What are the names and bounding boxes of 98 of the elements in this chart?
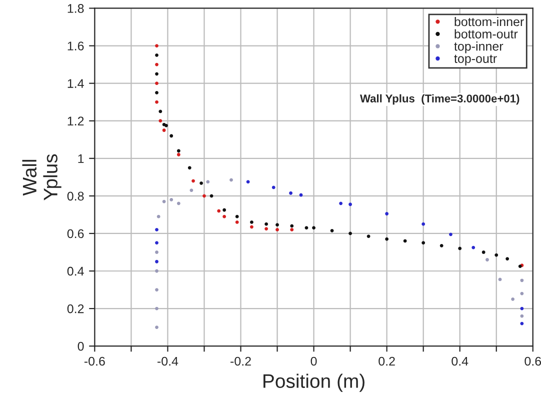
point — [155, 228, 158, 232]
point — [176, 152, 180, 156]
point — [520, 322, 524, 326]
point — [235, 220, 239, 224]
point — [200, 181, 204, 185]
point — [155, 288, 158, 292]
point — [235, 214, 239, 218]
point — [250, 225, 254, 229]
point — [440, 244, 444, 248]
point — [385, 212, 389, 216]
y-tick-label: 1.2 — [68, 116, 84, 126]
point — [170, 134, 174, 138]
x-tick-label: -0.2 — [230, 356, 251, 366]
point — [486, 258, 489, 262]
y-tick-label: 1.4 — [68, 79, 84, 88]
y-tick-label: 1.8 — [68, 4, 84, 13]
point — [458, 246, 462, 250]
point — [155, 91, 158, 94]
point — [482, 250, 486, 254]
point — [155, 326, 158, 330]
y-tick-label: 1.6 — [68, 42, 84, 50]
point — [176, 202, 180, 206]
x-tick-label: 0.6 — [524, 356, 541, 366]
point — [264, 222, 268, 226]
point — [202, 194, 206, 198]
y-tick-label: 0 — [78, 342, 84, 351]
point — [494, 253, 498, 257]
point — [276, 223, 279, 227]
y-tick-label: 1 — [78, 154, 84, 163]
point — [264, 227, 268, 230]
point — [290, 224, 294, 228]
point — [164, 124, 168, 128]
y-tick-label: 0.6 — [67, 229, 84, 238]
point — [192, 179, 195, 183]
point — [422, 241, 426, 245]
point — [155, 62, 158, 66]
y-tick-label: 0.4 — [67, 266, 84, 276]
point — [155, 241, 158, 245]
y-tick-label: 0.8 — [67, 192, 84, 201]
point — [290, 228, 294, 232]
legend-label: bottom-outr — [454, 29, 518, 38]
x-tick-label: 0 — [310, 356, 317, 366]
point — [155, 44, 158, 48]
point — [330, 228, 334, 232]
point — [188, 166, 192, 170]
x-axis-title: Position (m) — [264, 374, 364, 392]
point — [449, 232, 452, 236]
point — [155, 72, 158, 76]
point — [155, 306, 158, 310]
point — [155, 269, 158, 273]
point — [366, 234, 370, 238]
point — [155, 53, 158, 57]
point — [162, 200, 166, 204]
legend-label: bottom-inner — [454, 16, 524, 26]
point — [403, 239, 407, 243]
point — [289, 191, 292, 195]
point — [206, 180, 210, 184]
point — [158, 110, 162, 114]
point — [155, 100, 158, 104]
annotation: Wall Yplus (Time=3.0000e+01) — [360, 94, 520, 105]
point — [217, 209, 221, 213]
point — [506, 257, 510, 261]
x-tick-label: 0.2 — [378, 356, 395, 366]
x-tick-label: -0.6 — [84, 356, 105, 366]
point — [520, 314, 524, 318]
point — [276, 228, 279, 232]
legend-label: top-inner — [454, 42, 504, 54]
y-tick-label: 0.2 — [67, 304, 84, 314]
point — [422, 222, 426, 226]
point — [520, 306, 524, 310]
point — [511, 297, 514, 301]
point — [348, 232, 352, 236]
point — [472, 246, 476, 250]
point — [158, 119, 162, 123]
point — [385, 237, 389, 241]
point — [339, 202, 343, 206]
point — [312, 226, 316, 230]
point — [250, 220, 254, 224]
point — [176, 149, 180, 153]
y-axis-title: Wall Yplus — [22, 154, 62, 200]
legend-label: top-outr — [454, 54, 497, 66]
point — [520, 278, 524, 282]
point — [170, 198, 174, 202]
point — [155, 82, 158, 86]
point — [155, 260, 158, 264]
point — [155, 250, 158, 254]
point — [230, 178, 233, 182]
point — [190, 188, 194, 192]
point — [304, 226, 308, 230]
point — [272, 186, 276, 190]
point — [156, 214, 160, 218]
x-tick-label: 0.4 — [452, 356, 468, 366]
point — [162, 128, 166, 132]
point — [348, 202, 352, 206]
point — [222, 214, 226, 218]
x-tick-label: -0.4 — [157, 356, 178, 366]
point — [246, 180, 250, 184]
point — [222, 208, 226, 212]
